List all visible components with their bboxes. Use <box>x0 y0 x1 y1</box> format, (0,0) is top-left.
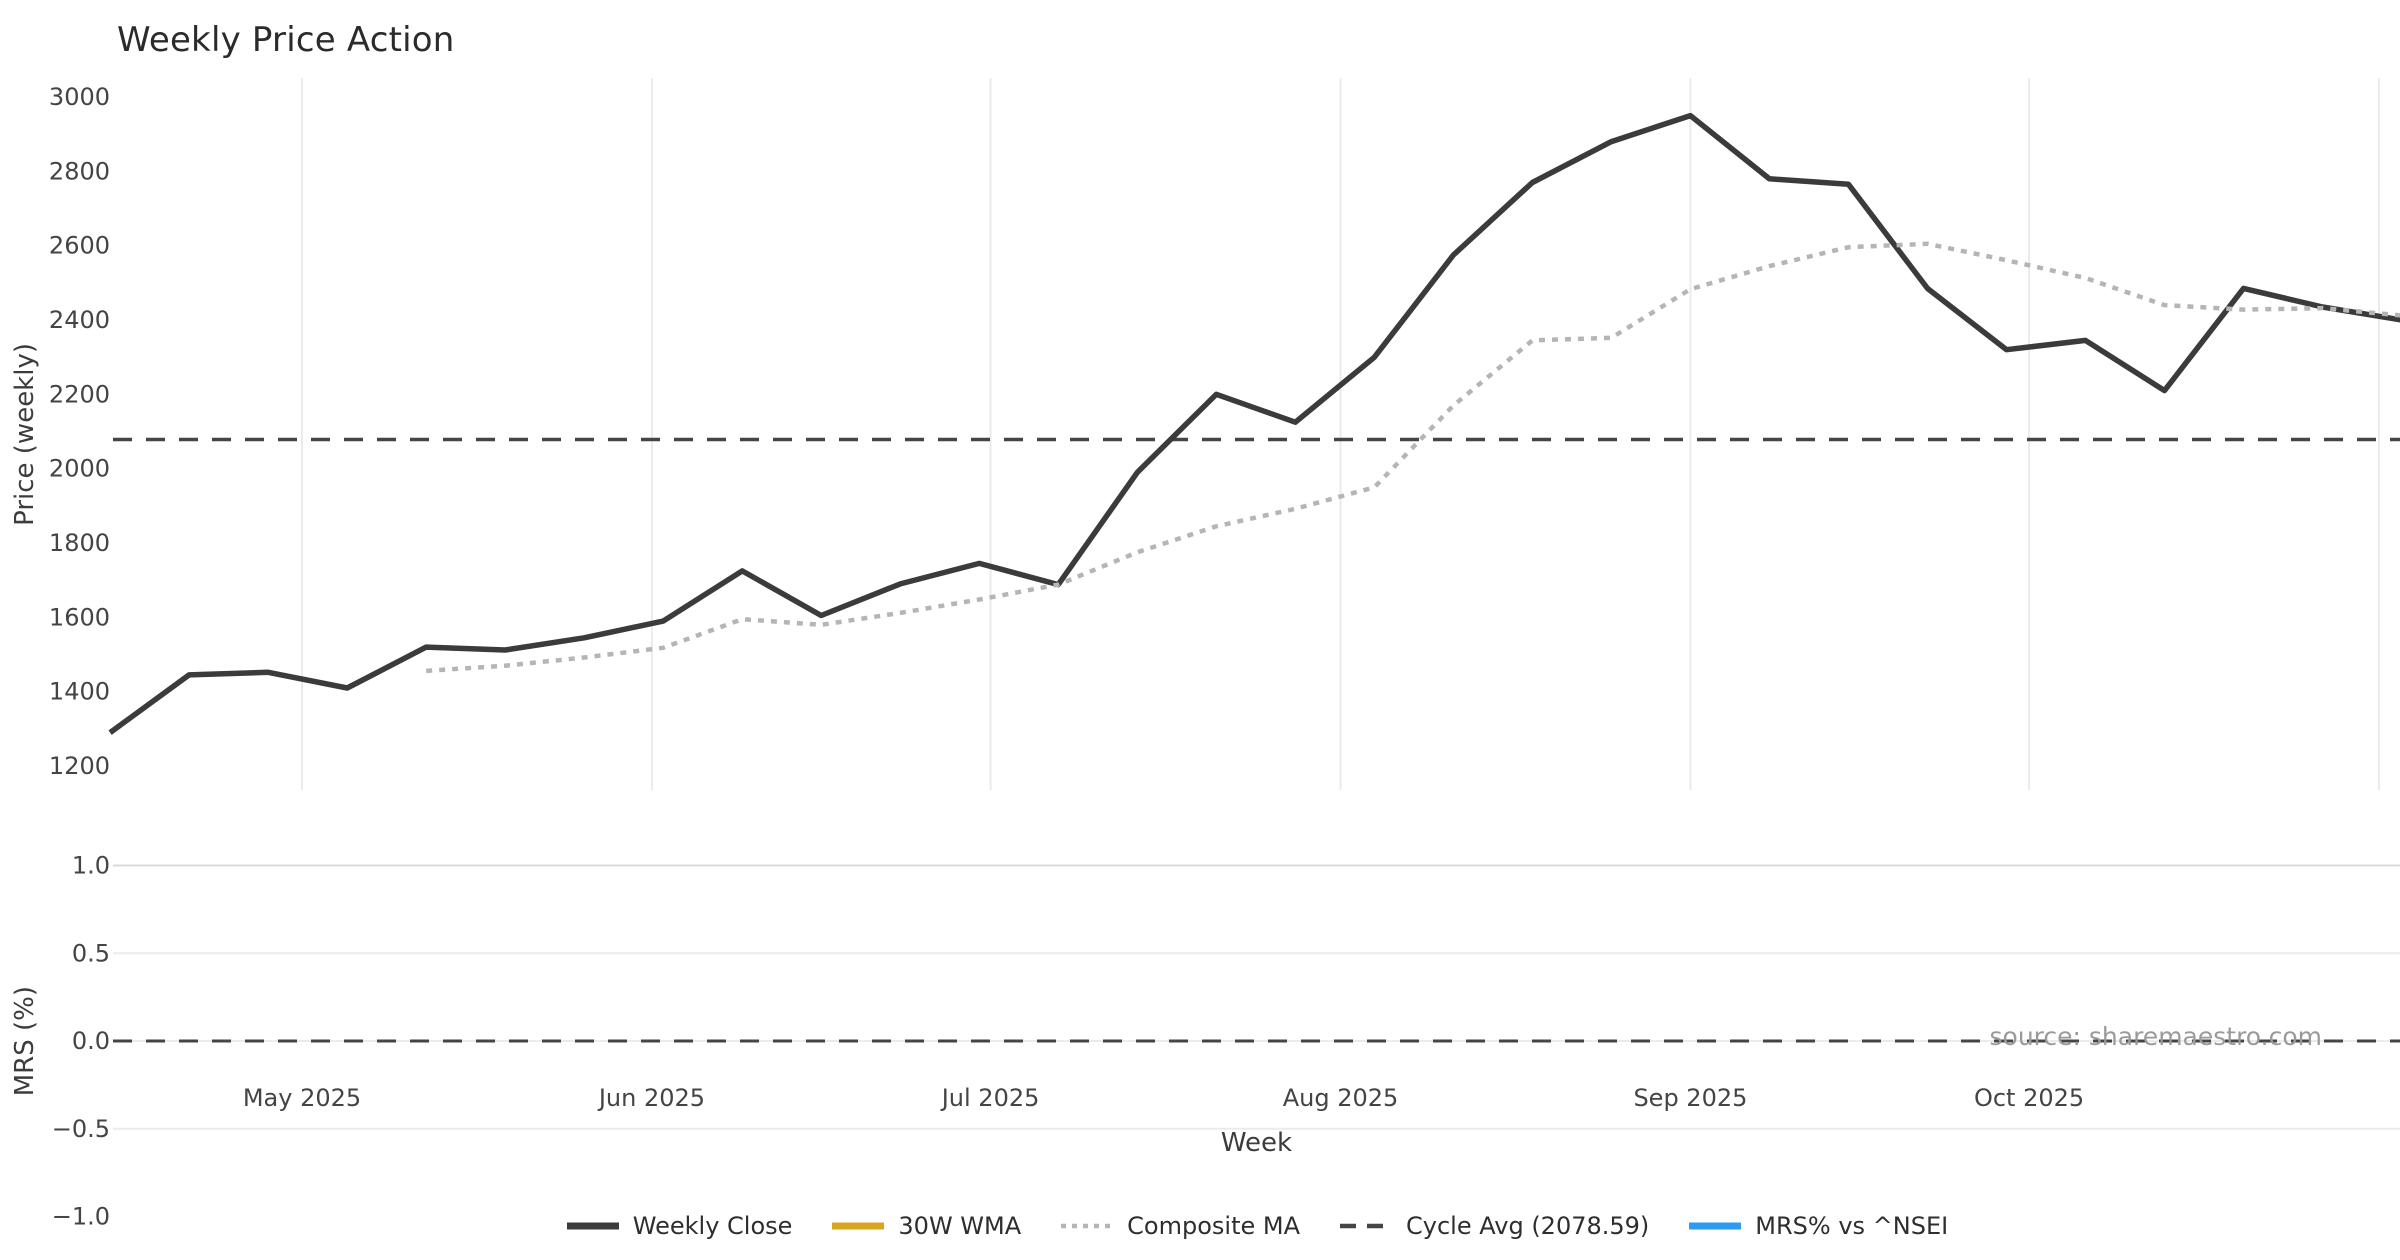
legend-item-composite-ma[interactable]: Composite MA <box>1059 1212 1300 1240</box>
composite-ma-line <box>426 241 2400 674</box>
month-tick-label: Aug 2025 <box>1283 1084 1399 1112</box>
source-note: source: sharemaestro.com <box>1989 1022 2323 1051</box>
price-y-tick-label: 2800 <box>49 157 110 185</box>
x-axis-title: Week <box>1220 1128 1293 1158</box>
legend-label: Weekly Close <box>632 1212 793 1240</box>
legend-swatch <box>1340 1223 1393 1229</box>
legend-item-mrs-vs-nsei[interactable]: MRS% vs ^NSEI <box>1687 1212 1948 1240</box>
mrs-axis-title: MRS (%) <box>10 985 40 1097</box>
legend-label: MRS% vs ^NSEI <box>1755 1212 1949 1240</box>
mrs-y-tick-label: −1.0 <box>52 1203 110 1231</box>
month-tick-label: Jul 2025 <box>940 1084 1040 1112</box>
price-y-tick-label: 1800 <box>49 529 110 557</box>
legend-label: 30W WMA <box>898 1212 1022 1240</box>
legend-swatch <box>1689 1222 1742 1230</box>
price-y-tick-label: 2200 <box>49 380 110 408</box>
mrs-y-tick-label: −0.5 <box>52 1115 110 1143</box>
legend-item-cycle-avg-2078-59-[interactable]: Cycle Avg (2078.59) <box>1338 1212 1649 1240</box>
legend-label: Cycle Avg (2078.59) <box>1406 1212 1650 1240</box>
legend-swatch <box>832 1222 885 1230</box>
price-y-tick-label: 3000 <box>49 83 110 111</box>
price-y-tick-label: 2400 <box>49 306 110 334</box>
mrs-y-tick-label: 1.0 <box>72 852 110 880</box>
month-tick-label: Sep 2025 <box>1633 1084 1747 1112</box>
legend-label: Composite MA <box>1127 1212 1301 1240</box>
price-y-tick-label: 1200 <box>49 752 110 780</box>
mrs-y-tick-label: 0.5 <box>72 939 110 967</box>
weekly-close-line <box>108 112 2400 735</box>
legend-swatch <box>566 1222 619 1230</box>
month-tick-label: Jun 2025 <box>597 1084 705 1112</box>
price-axis-title: Price (weekly) <box>10 342 40 526</box>
price-y-tick-label: 1400 <box>49 678 110 706</box>
chart-legend: Weekly Close 30W WMA Composite MA Cycle Avg… <box>0 1212 2400 1240</box>
month-tick-label: May 2025 <box>243 1084 361 1112</box>
price-y-tick-label: 1600 <box>49 603 110 631</box>
month-tick-label: Oct 2025 <box>1974 1084 2084 1112</box>
legend-swatch <box>1061 1223 1114 1229</box>
price-y-tick-label: 2600 <box>49 232 110 260</box>
chart-title: Weekly Price Action <box>117 20 455 60</box>
mrs-y-tick-label: 0.0 <box>72 1027 110 1055</box>
legend-item-weekly-close[interactable]: Weekly Close <box>565 1212 793 1240</box>
price-y-tick-label: 2000 <box>49 455 110 483</box>
legend-item-30w-wma[interactable]: 30W WMA <box>830 1212 1021 1240</box>
